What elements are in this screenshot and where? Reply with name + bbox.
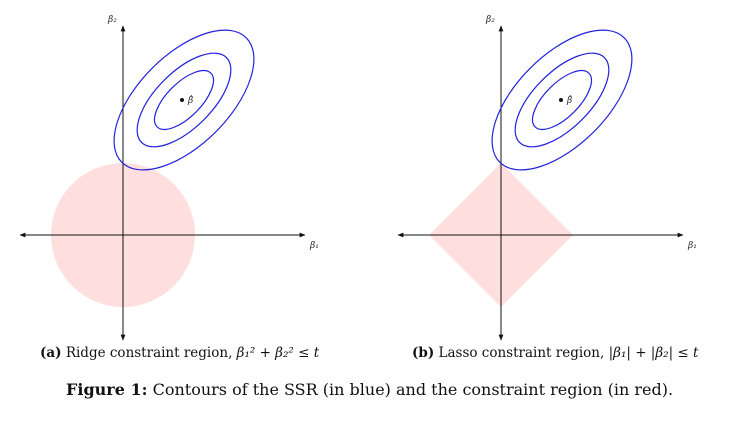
lasso-ssr-contours — [491, 29, 633, 171]
ridge-x-axis-label: β₁ — [309, 241, 319, 251]
lasso-contour-outer — [491, 29, 633, 171]
ridge-beta-hat-point — [180, 98, 184, 102]
caption-ridge-label: (a) — [40, 345, 62, 361]
ridge-y-axis-label: β₂ — [107, 15, 117, 25]
lasso-beta-hat-label: β̂ — [566, 95, 572, 106]
figure-caption-text: Contours of the SSR (in blue) and the co… — [152, 380, 674, 399]
ridge-contour-inner — [153, 69, 215, 131]
ridge-beta-hat-label: β̂ — [187, 95, 193, 106]
ridge-contour-outer — [113, 29, 255, 171]
panel-ridge: β̂ β₂ β₁ — [19, 15, 319, 341]
figure-caption: Figure 1: Contours of the SSR (in blue) … — [66, 380, 673, 399]
caption-ridge-text: Ridge constraint region, — [65, 345, 233, 361]
ridge-ssr-contours — [113, 29, 255, 171]
caption-lasso-label: (b) — [412, 345, 435, 361]
caption-lasso: (b) Lasso constraint region, |β₁| + |β₂|… — [412, 345, 698, 361]
caption-lasso-math: |β₁| + |β₂| ≤ t — [608, 345, 699, 361]
lasso-contour-middle — [514, 52, 610, 148]
lasso-beta-hat-point — [559, 98, 563, 102]
ridge-contour-middle — [136, 52, 232, 148]
caption-ridge-math: β₁² + β₂² ≤ t — [236, 345, 320, 361]
caption-lasso-text: Lasso constraint region, — [438, 345, 605, 361]
lasso-contour-inner — [531, 69, 593, 131]
lasso-y-axis-label: β₂ — [485, 15, 495, 25]
lasso-x-axis-label: β₁ — [687, 241, 697, 251]
panel-lasso: β̂ β₂ β₁ — [397, 15, 697, 341]
figure-caption-label: Figure 1: — [66, 380, 148, 399]
caption-ridge: (a) Ridge constraint region, β₁² + β₂² ≤… — [40, 345, 319, 361]
